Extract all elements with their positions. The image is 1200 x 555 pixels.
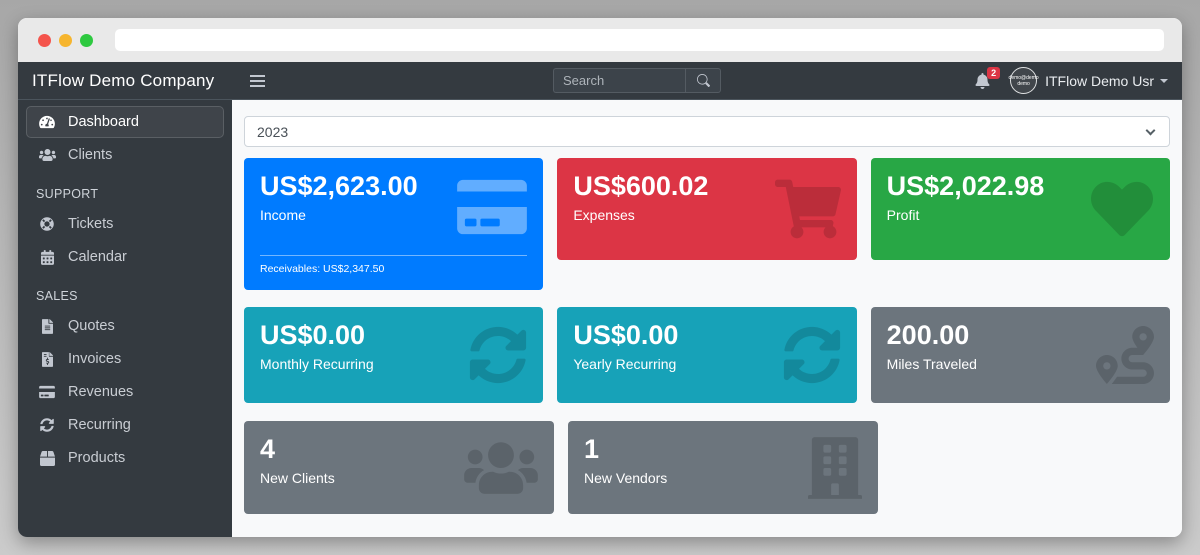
cards-row-3: 4 New Clients 1 New Vendors — [244, 421, 1170, 514]
route-icon — [1095, 326, 1154, 384]
year-select[interactable]: 2023 — [244, 116, 1170, 147]
sidebar-item-label: Calendar — [68, 249, 127, 265]
cards-row-1: US$2,623.00 Income Receivables: US$2,347… — [244, 158, 1170, 290]
maximize-window-icon[interactable] — [80, 33, 93, 47]
life-ring-icon — [37, 217, 57, 231]
building-icon — [808, 436, 862, 499]
sidebar-item-tickets[interactable]: Tickets — [26, 208, 224, 240]
users-icon — [37, 148, 57, 162]
sidebar-item-label: Dashboard — [68, 114, 139, 130]
sidebar-item-label: Recurring — [68, 417, 131, 433]
heart-icon — [1090, 178, 1154, 240]
top-navbar: ITFlow Demo Company 2 d — [18, 62, 1182, 100]
expenses-card: US$600.02 Expenses — [557, 158, 857, 260]
cards-row-2: US$0.00 Monthly Recurring US$0.00 Yearly… — [244, 307, 1170, 403]
browser-titlebar — [18, 18, 1182, 62]
sidebar: Dashboard Clients SUPPORT Tickets Calend — [18, 100, 232, 537]
income-label: Income — [260, 207, 306, 224]
year-select-value: 2023 — [257, 123, 289, 140]
sidebar-item-label: Invoices — [68, 351, 122, 367]
new-vendors-label: New Vendors — [584, 470, 668, 487]
navbar-search — [553, 68, 721, 93]
sidebar-heading-sales: SALES — [36, 289, 78, 303]
file-invoice-dollar-icon — [37, 351, 57, 367]
users-icon — [464, 438, 538, 497]
browser-window: ITFlow Demo Company 2 d — [18, 18, 1182, 537]
new-clients-label: New Clients — [260, 470, 335, 487]
miles-traveled-value: 200.00 — [886, 320, 970, 350]
search-button[interactable] — [685, 68, 721, 93]
sidebar-item-revenues[interactable]: Revenues — [26, 376, 224, 408]
profit-value: US$2,022.98 — [886, 171, 1045, 201]
chevron-down-icon — [1160, 78, 1168, 83]
sidebar-item-products[interactable]: Products — [26, 442, 224, 474]
avatar-text-line1: demo@demo — [1008, 74, 1039, 81]
sidebar-item-label: Tickets — [68, 216, 114, 232]
income-value: US$2,623.00 — [260, 171, 418, 201]
tachometer-icon — [37, 115, 57, 129]
sidebar-toggle-icon[interactable] — [250, 74, 265, 87]
miles-traveled-label: Miles Traveled — [886, 356, 977, 373]
close-window-icon[interactable] — [38, 33, 51, 47]
sidebar-item-dashboard[interactable]: Dashboard — [26, 106, 224, 138]
monthly-recurring-label: Monthly Recurring — [260, 356, 374, 373]
notification-count-badge: 2 — [987, 66, 1001, 79]
profit-label: Profit — [886, 207, 920, 224]
profit-card: US$2,022.98 Profit — [870, 158, 1170, 260]
yearly-recurring-value: US$0.00 — [573, 320, 679, 350]
new-clients-card: 4 New Clients — [244, 421, 554, 514]
dashboard-content: 2023 US$2,623.00 Income Receivables: US$… — [232, 100, 1182, 537]
sidebar-item-recurring[interactable]: Recurring — [26, 409, 224, 441]
new-vendors-card: 1 New Vendors — [568, 421, 878, 514]
expenses-value: US$600.02 — [573, 171, 709, 201]
navbar-right: 2 demo@demo demo ITFlow Demo Usr — [975, 66, 1168, 94]
income-card: US$2,623.00 Income Receivables: US$2,347… — [244, 158, 544, 290]
sidebar-item-clients[interactable]: Clients — [26, 139, 224, 171]
new-vendors-value: 1 — [584, 434, 600, 464]
notifications-button[interactable]: 2 — [975, 66, 1001, 89]
sync-icon — [783, 326, 841, 384]
minimize-window-icon[interactable] — [59, 33, 72, 47]
miles-traveled-card: 200.00 Miles Traveled — [870, 307, 1170, 403]
sidebar-item-label: Products — [68, 450, 126, 466]
monthly-recurring-card: US$0.00 Monthly Recurring — [244, 307, 544, 403]
user-avatar[interactable]: demo@demo demo — [1008, 67, 1039, 94]
income-divider — [260, 255, 528, 256]
sidebar-item-label: Revenues — [68, 384, 134, 400]
search-input[interactable] — [553, 68, 685, 93]
income-receivables: Receivables: US$2,347.50 — [260, 263, 385, 275]
navbar-content: 2 demo@demo demo ITFlow Demo Usr — [232, 62, 1182, 99]
expenses-label: Expenses — [573, 207, 635, 224]
user-menu[interactable]: ITFlow Demo Usr — [1045, 73, 1168, 89]
shopping-cart-icon — [774, 179, 841, 239]
sync-icon — [469, 326, 527, 384]
new-clients-value: 4 — [260, 434, 276, 464]
yearly-recurring-card: US$0.00 Yearly Recurring — [557, 307, 857, 403]
sidebar-item-calendar[interactable]: Calendar — [26, 241, 224, 273]
url-bar[interactable] — [115, 29, 1164, 51]
chevron-down-icon — [1145, 125, 1156, 136]
sync-icon — [37, 418, 57, 432]
bell-icon — [975, 72, 990, 89]
sidebar-heading-support: SUPPORT — [36, 187, 99, 201]
file-alt-icon — [37, 318, 57, 334]
credit-card-icon — [37, 385, 57, 399]
monthly-recurring-value: US$0.00 — [260, 320, 366, 350]
sidebar-item-quotes[interactable]: Quotes — [26, 310, 224, 342]
brand-title: ITFlow Demo Company — [32, 71, 215, 90]
sidebar-item-label: Clients — [68, 147, 113, 163]
sidebar-item-label: Quotes — [68, 318, 115, 334]
avatar-text-line2: demo — [1017, 80, 1030, 87]
credit-card-icon — [457, 176, 528, 238]
sidebar-item-invoices[interactable]: Invoices — [26, 343, 224, 375]
user-name-label: ITFlow Demo Usr — [1045, 72, 1154, 89]
search-icon — [696, 74, 710, 87]
box-icon — [37, 450, 57, 466]
yearly-recurring-label: Yearly Recurring — [573, 356, 677, 373]
calendar-icon — [37, 249, 57, 265]
